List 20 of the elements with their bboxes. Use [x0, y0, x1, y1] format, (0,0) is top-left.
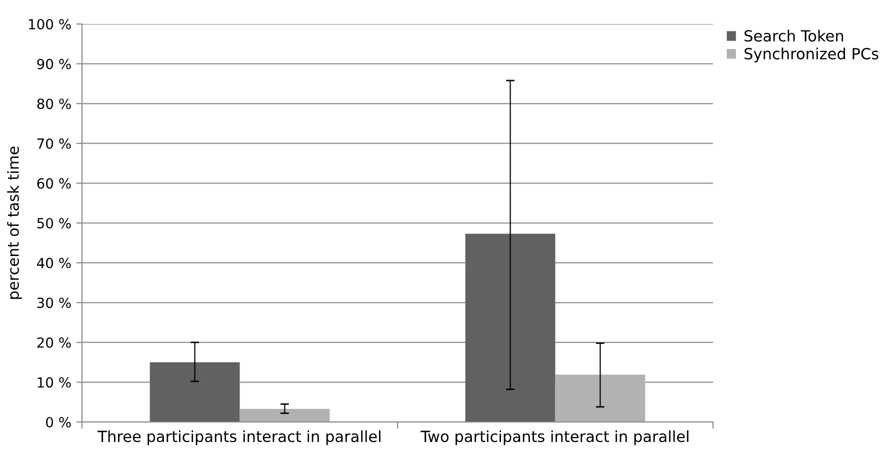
x-tick-label: Two participants interact in parallel	[420, 430, 688, 446]
y-tick-label: 40 %	[36, 258, 71, 268]
y-tick-label: 60 %	[37, 178, 71, 189]
y-tick-label: 20 %	[37, 337, 71, 348]
y-axis-title: percent of task time	[7, 146, 22, 299]
y-tick-label: 70 %	[37, 138, 71, 149]
bar	[150, 362, 240, 422]
y-tick-label: 50 %	[37, 218, 71, 228]
y-tick-label: 100 %	[28, 18, 71, 30]
y-tick-label: 0 %	[46, 416, 71, 428]
y-tick-label: 80 %	[37, 98, 71, 110]
bar	[555, 374, 646, 422]
bar	[240, 408, 330, 422]
legend-label: Search Token	[744, 30, 844, 42]
bar	[465, 234, 556, 422]
legend-label: Synchronized PCs	[744, 48, 878, 62]
y-tick-label: 10 %	[38, 377, 71, 388]
y-tick-label: 30 %	[37, 298, 71, 308]
x-tick-label: Three participants interact in parallel	[98, 430, 380, 446]
y-tick-label: 90 %	[37, 58, 71, 70]
